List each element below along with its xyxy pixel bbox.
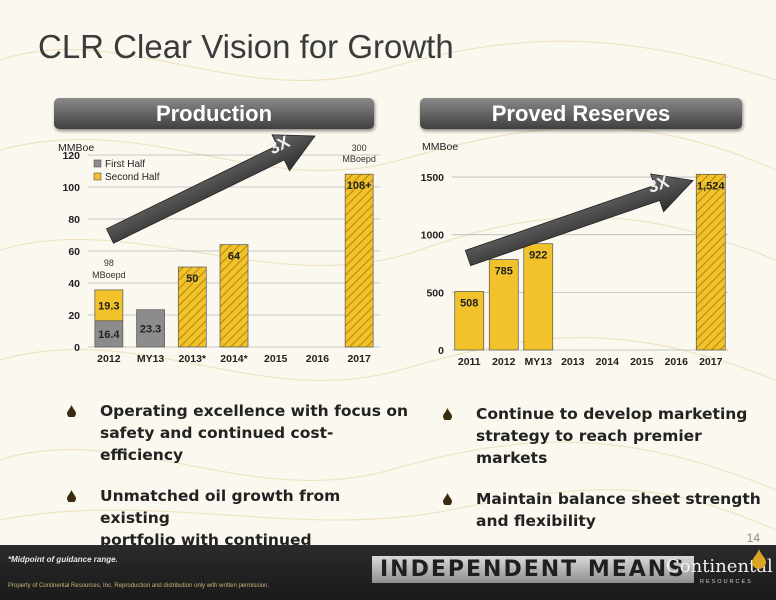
bar xyxy=(454,291,485,351)
y-axis-label: MMBoe xyxy=(58,142,94,154)
oil-drop-icon xyxy=(67,490,76,502)
company-logo-subtext: RESOURCES xyxy=(700,579,753,585)
bullet-line: strategy to reach premier markets xyxy=(476,427,702,467)
x-tick-label: 2015 xyxy=(264,353,288,365)
bullet-line: Continue to develop marketing xyxy=(476,405,748,423)
bar xyxy=(523,243,554,351)
logo-drop-icon xyxy=(752,549,766,569)
x-tick-label: 2015 xyxy=(630,356,654,368)
data-label: 108+ xyxy=(347,180,372,192)
x-tick-label: 2011 xyxy=(458,356,481,368)
bar xyxy=(488,259,519,351)
slide-title: CLR Clear Vision for Growth xyxy=(38,28,454,65)
data-label: 64 xyxy=(228,251,241,263)
proved-reserves-header: Proved Reserves xyxy=(420,98,742,129)
legend: First Half Second Half xyxy=(93,159,160,183)
legend-swatch xyxy=(93,159,102,168)
x-tick-label: 2014* xyxy=(220,353,248,365)
production-header: Production xyxy=(54,98,374,129)
bar-segment xyxy=(177,266,207,348)
x-tick-label: 2017 xyxy=(347,353,371,365)
growth-arrow-icon: 3X xyxy=(464,172,694,267)
arrow-shape xyxy=(105,134,316,244)
y-tick-label: 0 xyxy=(438,345,444,357)
growth-arrow-icon: 3X xyxy=(105,132,316,244)
y-tick-label: 40 xyxy=(68,278,80,290)
y-tick-label: 100 xyxy=(62,182,80,194)
x-tick-label: 2017 xyxy=(699,356,723,368)
y-tick-label: 1500 xyxy=(421,172,445,184)
bar-segment xyxy=(219,244,249,348)
oil-drop-icon xyxy=(67,405,76,417)
legend-swatch xyxy=(93,172,102,181)
y-tick-label: 80 xyxy=(68,214,80,226)
annotation-unit: MBoepd xyxy=(92,270,126,280)
data-label: 922 xyxy=(529,250,547,262)
bar-segment xyxy=(136,309,165,348)
x-tick-label: 2014 xyxy=(596,356,620,368)
x-tick-label: MY13 xyxy=(137,353,165,365)
bullet-item: Maintain balance sheet strength and flex… xyxy=(438,488,768,532)
bar-segment xyxy=(344,173,374,348)
data-label: 23.3 xyxy=(140,323,161,335)
y-tick-label: 1000 xyxy=(421,230,445,242)
y-axis-label: MMBoe xyxy=(422,141,458,153)
bullet-item: Continue to develop marketing strategy t… xyxy=(438,403,768,469)
tagline: INDEPENDENT MEANS xyxy=(372,556,695,583)
footer-bar: *Midpoint of guidance range. INDEPENDENT… xyxy=(0,545,776,600)
data-label: 508 xyxy=(460,297,478,309)
legend-label: Second Half xyxy=(105,172,160,183)
bullet-line: Unmatched oil growth from existing xyxy=(100,487,341,527)
bullet-item: Operating excellence with focus on safet… xyxy=(62,400,412,466)
x-tick-label: 2013* xyxy=(179,353,207,365)
bar-segment xyxy=(94,289,124,322)
y-tick-label: 0 xyxy=(74,342,80,354)
annotation-value: 300 xyxy=(352,143,367,153)
bullet-line: and flexibility xyxy=(476,512,596,530)
data-label: 1,524 xyxy=(697,180,725,192)
company-logo-text: Continental xyxy=(666,556,773,577)
bullet-line: Maintain balance sheet strength xyxy=(476,490,761,508)
data-label: 50 xyxy=(186,273,198,285)
x-tick-label: 2013 xyxy=(561,356,585,368)
y-tick-label: 500 xyxy=(426,287,444,299)
data-label: 19.3 xyxy=(98,300,119,312)
y-tick-label: 60 xyxy=(68,246,80,258)
x-tick-label: MY13 xyxy=(525,356,553,368)
x-tick-label: 2016 xyxy=(665,356,689,368)
arrow-shape xyxy=(464,173,694,267)
background-texture xyxy=(0,40,776,531)
annotation-value: 98 xyxy=(104,258,114,268)
bullet-line: Operating excellence with focus on xyxy=(100,402,409,420)
footnote: *Midpoint of guidance range. xyxy=(8,555,118,564)
y-tick-label: 120 xyxy=(62,150,80,162)
bullets-right: Continue to develop marketing strategy t… xyxy=(438,403,768,551)
bullet-line: safety and continued cost-efficiency xyxy=(100,424,334,464)
data-label: 785 xyxy=(495,265,513,277)
annotation-unit: MBoepd xyxy=(342,154,376,164)
oil-drop-icon xyxy=(443,493,452,505)
legend-label: First Half xyxy=(105,159,145,170)
data-label: 16.4 xyxy=(98,329,120,341)
oil-drop-icon xyxy=(443,408,452,420)
page-number: 14 xyxy=(746,531,760,545)
bar xyxy=(695,173,726,351)
x-tick-label: 2012 xyxy=(97,353,121,365)
reserves-chart: 0 500 1000 1500 MMBoe 2011 2012 MY13 2013 2014 201… xyxy=(421,141,728,368)
copyright-text: Property of Continental Resources, Inc. … xyxy=(8,583,270,589)
x-tick-label: 2016 xyxy=(306,353,330,365)
y-tick-label: 20 xyxy=(68,310,80,322)
x-tick-label: 2012 xyxy=(492,356,516,368)
